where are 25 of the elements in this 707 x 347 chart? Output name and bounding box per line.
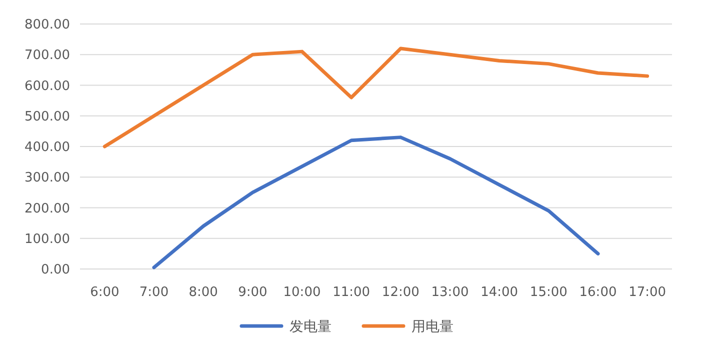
x-tick-label: 13:00: [431, 285, 469, 300]
x-tick-label: 6:00: [90, 285, 120, 300]
x-tick-label: 9:00: [238, 285, 268, 300]
y-tick-label: 500.00: [24, 109, 70, 124]
y-tick-label: 600.00: [24, 78, 70, 94]
x-tick-label: 17:00: [628, 285, 666, 300]
y-tick-label: 800.00: [24, 18, 70, 32]
line-series: [152, 136, 600, 270]
x-tick-label: 12:00: [382, 285, 420, 300]
x-tick-label: 15:00: [530, 285, 568, 300]
x-tick-label: 14:00: [480, 285, 518, 300]
line-series: [102, 46, 650, 148]
y-tick-label: 700.00: [24, 48, 70, 64]
x-tick-label: 8:00: [188, 285, 218, 300]
y-tick-label: 300.00: [24, 170, 70, 186]
x-tick-label: 7:00: [139, 285, 169, 300]
legend-label: 用电量: [412, 319, 454, 335]
y-tick-label: 100.00: [24, 232, 70, 247]
y-tick-label: 0.00: [41, 262, 70, 278]
legend-label: 发电量: [290, 319, 332, 335]
y-tick-label: 200.00: [24, 201, 70, 216]
x-tick-label: 11:00: [332, 285, 370, 300]
x-tick-label: 10:00: [283, 285, 321, 300]
x-tick-label: 16:00: [579, 285, 617, 300]
y-tick-label: 400.00: [24, 140, 70, 155]
